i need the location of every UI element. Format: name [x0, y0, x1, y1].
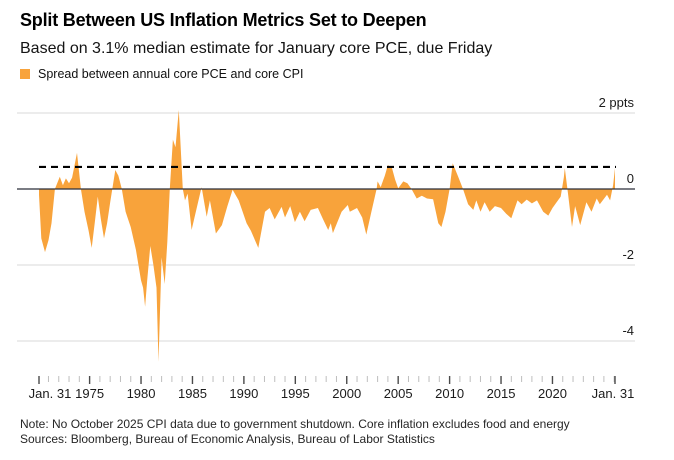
x-tick-label: 2005 [384, 386, 413, 401]
chart-subtitle: Based on 3.1% median estimate for Januar… [20, 40, 493, 57]
y-tick-label: 0 [627, 171, 634, 186]
x-tick-label: 2000 [332, 386, 361, 401]
legend-label: Spread between annual core PCE and core … [38, 67, 304, 81]
x-tick-label: 2015 [487, 386, 516, 401]
x-tick-label: 1990 [229, 386, 258, 401]
sources-line: Sources: Bloomberg, Bureau of Economic A… [20, 432, 435, 446]
area-series [39, 110, 615, 362]
legend-swatch-icon [20, 69, 30, 79]
y-tick-label: -4 [622, 323, 634, 338]
x-tick-label: 2010 [435, 386, 464, 401]
x-tick-label: 1985 [178, 386, 207, 401]
y-tick-label: 2 ppts [599, 95, 635, 110]
x-tick-label: 1980 [127, 386, 156, 401]
x-tick-label: Jan. 31 [29, 386, 72, 401]
x-tick-label: Jan. 31 [592, 386, 635, 401]
chart-title: Split Between US Inflation Metrics Set t… [20, 10, 427, 30]
y-tick-label: -2 [622, 247, 634, 262]
x-tick-label: 1975 [75, 386, 104, 401]
footnote: Note: No October 2025 CPI data due to go… [20, 417, 570, 431]
x-tick-label: 2020 [538, 386, 567, 401]
legend: Spread between annual core PCE and core … [20, 67, 303, 81]
x-tick-label: 1995 [281, 386, 310, 401]
